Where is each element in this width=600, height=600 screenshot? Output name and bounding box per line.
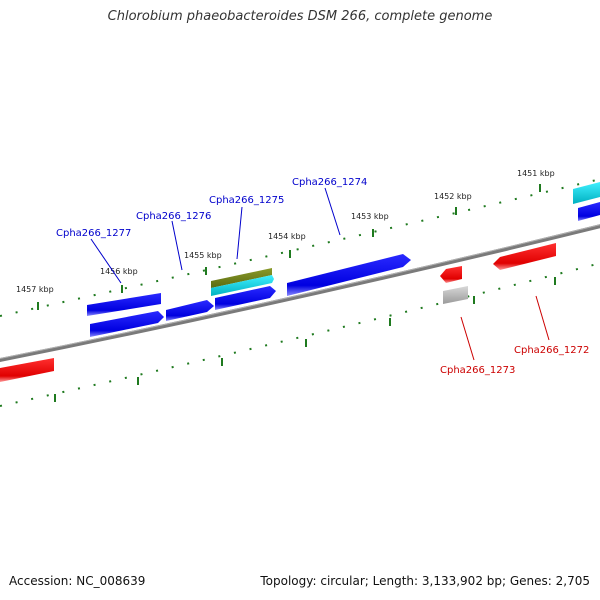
tick-label: 1451 kbp	[517, 169, 555, 178]
gene-forward-1271	[573, 182, 600, 204]
gene-label-1276: Cpha266_1276	[136, 211, 211, 222]
tick-label: 1457 kbp	[16, 285, 54, 294]
genome-title: Chlorobium phaeobacteroides DSM 266, com…	[107, 9, 493, 24]
forward-genes	[87, 182, 600, 316]
leader-1276	[171, 220, 183, 271]
genome-backbone-highlight	[0, 224, 600, 360]
topology-text: Topology: circular; Length: 3,133,902 bp…	[260, 574, 590, 588]
gene-forward-1277	[87, 293, 161, 316]
tick-labels: 1451 kbp 1452 kbp 1453 kbp 1454 kbp 1455 kbp…	[16, 169, 555, 294]
reverse-genes	[0, 243, 556, 382]
gene-reverse-left	[0, 358, 54, 382]
gene-labels: Cpha266_1277 Cpha266_1276 Cpha266_1275 C…	[56, 177, 589, 376]
tick-label: 1456 kbp	[100, 267, 138, 276]
accession-text: Accession: NC_008639	[9, 574, 146, 588]
gene-forward-1275-olive	[211, 268, 272, 288]
tick-label: 1454 kbp	[268, 232, 306, 241]
tick-label: 1452 kbp	[434, 192, 472, 201]
gene-forward-1276b	[166, 300, 214, 321]
gene-label-1273: Cpha266_1273	[440, 365, 515, 376]
leader-1273	[460, 316, 475, 361]
forward-genes-inner	[90, 300, 214, 337]
gene-label-1275: Cpha266_1275	[209, 195, 284, 206]
genome-backbone	[0, 224, 600, 363]
gene-forward-1275	[215, 286, 276, 310]
gene-label-1274: Cpha266_1274	[292, 177, 367, 188]
gene-label-1277: Cpha266_1277	[56, 228, 131, 239]
leader-1274	[324, 187, 341, 236]
gene-forward-1274	[287, 254, 411, 296]
gene-grey-1273	[443, 286, 468, 304]
tick-label: 1455 kbp	[184, 251, 222, 260]
tick-label: 1453 kbp	[351, 212, 389, 221]
gene-forward-1276	[90, 311, 164, 337]
leader-1272	[535, 295, 550, 341]
major-ticks	[37, 184, 556, 402]
gene-reverse-1273	[440, 266, 462, 283]
gene-forward-1270	[578, 202, 600, 221]
gene-reverse-1272	[493, 243, 556, 270]
gene-leaders	[90, 187, 550, 361]
leader-1277	[90, 238, 122, 284]
gene-forward-1275-cyan	[211, 275, 274, 296]
leader-1275	[236, 206, 243, 260]
gene-label-1272: Cpha266_1272	[514, 345, 589, 356]
